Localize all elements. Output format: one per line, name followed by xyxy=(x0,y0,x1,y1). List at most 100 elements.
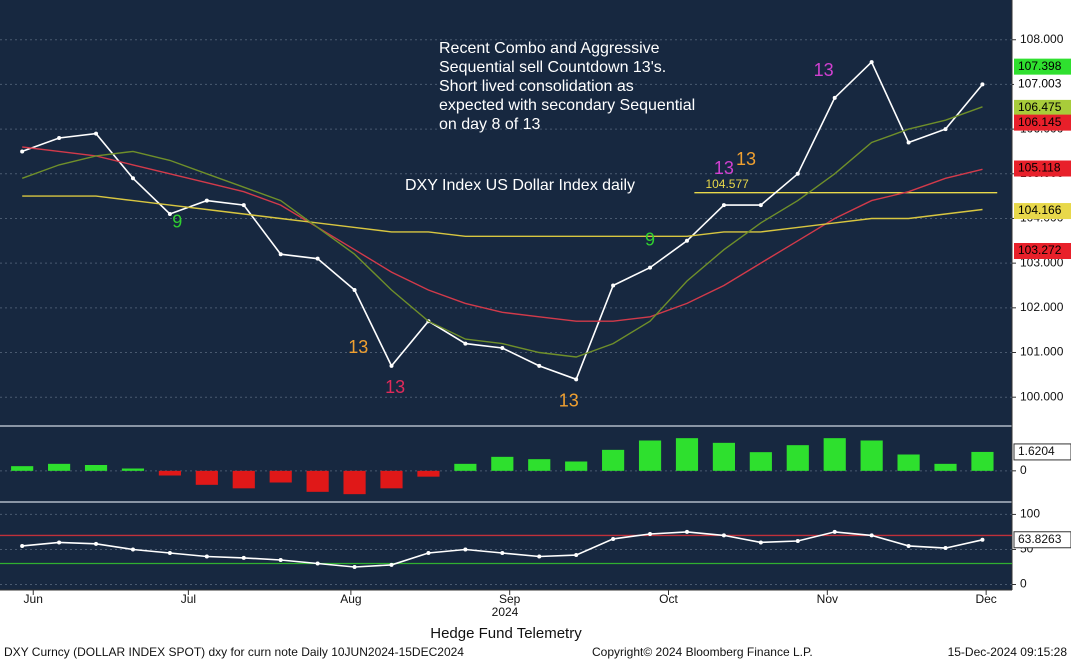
sequential-marker: 13 xyxy=(348,337,368,357)
price-point xyxy=(352,564,357,569)
price-point xyxy=(574,377,579,382)
price-point xyxy=(204,554,209,559)
price-point xyxy=(463,341,468,346)
price-point xyxy=(648,265,653,270)
chart-title: DXY Index US Dollar Index daily xyxy=(405,177,635,194)
value-box xyxy=(1014,160,1071,177)
price-point xyxy=(869,533,874,538)
value-box-label: 103.272 xyxy=(1018,243,1062,257)
series-line xyxy=(22,146,983,322)
price-point xyxy=(537,554,542,559)
series-line xyxy=(21,106,983,358)
price-point xyxy=(906,543,911,548)
value-box xyxy=(1014,76,1071,93)
price-point xyxy=(721,533,726,538)
sequential-marker: 13 xyxy=(559,390,579,410)
histogram-bar xyxy=(712,442,735,471)
price-point xyxy=(315,256,320,261)
price-point xyxy=(500,346,505,351)
price-point xyxy=(500,550,505,555)
histogram-bar xyxy=(602,449,625,471)
annotation: Short lived consolidation as xyxy=(439,78,634,95)
histogram-bar xyxy=(971,451,994,471)
plot-background xyxy=(0,0,1012,590)
price-point xyxy=(943,127,948,132)
value-box-label: 106.475 xyxy=(1018,100,1062,114)
footer-title: Hedge Fund Telemetry xyxy=(430,625,582,642)
price-point xyxy=(611,283,616,288)
footer-copyright: Copyright© 2024 Bloomberg Finance L.P. xyxy=(592,645,813,659)
price-point xyxy=(94,541,99,546)
price-point xyxy=(241,555,246,560)
histogram-bar xyxy=(195,470,218,485)
price-point xyxy=(241,203,246,208)
histogram-bar xyxy=(48,463,71,471)
histogram-bar xyxy=(232,470,255,489)
value-box xyxy=(1014,203,1071,220)
footer-left: DXY Curncy (DOLLAR INDEX SPOT) dxy for c… xyxy=(4,645,464,659)
histogram-bar xyxy=(343,470,366,495)
histogram-bar xyxy=(823,438,846,471)
price-point xyxy=(57,540,62,545)
histogram-bar xyxy=(491,456,514,471)
histogram-bar xyxy=(749,452,772,471)
price-point xyxy=(980,82,985,87)
price-point xyxy=(758,540,763,545)
value-box xyxy=(1013,531,1071,549)
histogram-bar xyxy=(417,470,440,477)
price-point xyxy=(278,557,283,562)
value-box xyxy=(1013,443,1071,461)
price-point xyxy=(832,529,837,534)
price-point xyxy=(943,546,948,551)
histogram-bar xyxy=(121,468,145,471)
histogram-bar xyxy=(158,470,181,476)
price-point xyxy=(684,529,689,534)
value-box xyxy=(1014,99,1071,116)
x-tick-label: Aug xyxy=(340,592,361,606)
price-point xyxy=(684,238,689,243)
annotation: expected with secondary Sequential xyxy=(439,97,695,114)
histogram-bar xyxy=(380,470,403,489)
price-point xyxy=(537,363,542,368)
y-tick-label: 0 xyxy=(1020,463,1027,477)
price-point xyxy=(57,136,62,141)
y-tick-label: 0 xyxy=(1020,577,1027,591)
histogram-bar xyxy=(269,470,292,483)
sequential-marker: 13 xyxy=(714,158,734,178)
histogram-bar xyxy=(638,440,662,471)
annotation: on day 8 of 13 xyxy=(439,116,541,133)
price-point xyxy=(352,287,357,292)
price-point xyxy=(426,550,431,555)
footer-date: 15-Dec-2024 09:15:28 xyxy=(948,645,1068,659)
histogram-bar xyxy=(675,438,699,471)
price-point xyxy=(795,171,800,176)
price-point xyxy=(167,550,172,555)
sequential-marker: 13 xyxy=(814,60,834,80)
x-tick-label: Jul xyxy=(181,592,196,606)
sequential-marker: 13 xyxy=(385,377,405,397)
histogram-bar xyxy=(897,454,920,471)
year-label: 2024 xyxy=(492,605,519,619)
value-box-label: 1.6204 xyxy=(1018,444,1055,458)
histogram-bar xyxy=(786,445,809,471)
price-point xyxy=(389,363,394,368)
price-point xyxy=(315,561,320,566)
series-line xyxy=(22,195,983,237)
sequential-marker: 9 xyxy=(645,230,655,250)
price-point xyxy=(278,252,283,257)
value-box-label: 107.003 xyxy=(1018,76,1062,90)
value-box-label: 63.8263 xyxy=(1018,532,1062,546)
histogram-bar xyxy=(454,463,477,471)
sequential-marker: 9 xyxy=(172,212,182,232)
price-point xyxy=(204,198,209,203)
value-box xyxy=(1014,242,1071,259)
histogram-bar xyxy=(84,465,108,471)
x-tick-label: Jun xyxy=(24,592,43,606)
price-point xyxy=(906,140,911,145)
price-point xyxy=(832,95,837,100)
price-point xyxy=(94,131,99,136)
value-box-label: 105.118 xyxy=(1018,161,1061,175)
value-box-label: 106.145 xyxy=(1018,115,1062,129)
price-point xyxy=(611,536,616,541)
y-tick-label: 102.000 xyxy=(1020,300,1064,314)
